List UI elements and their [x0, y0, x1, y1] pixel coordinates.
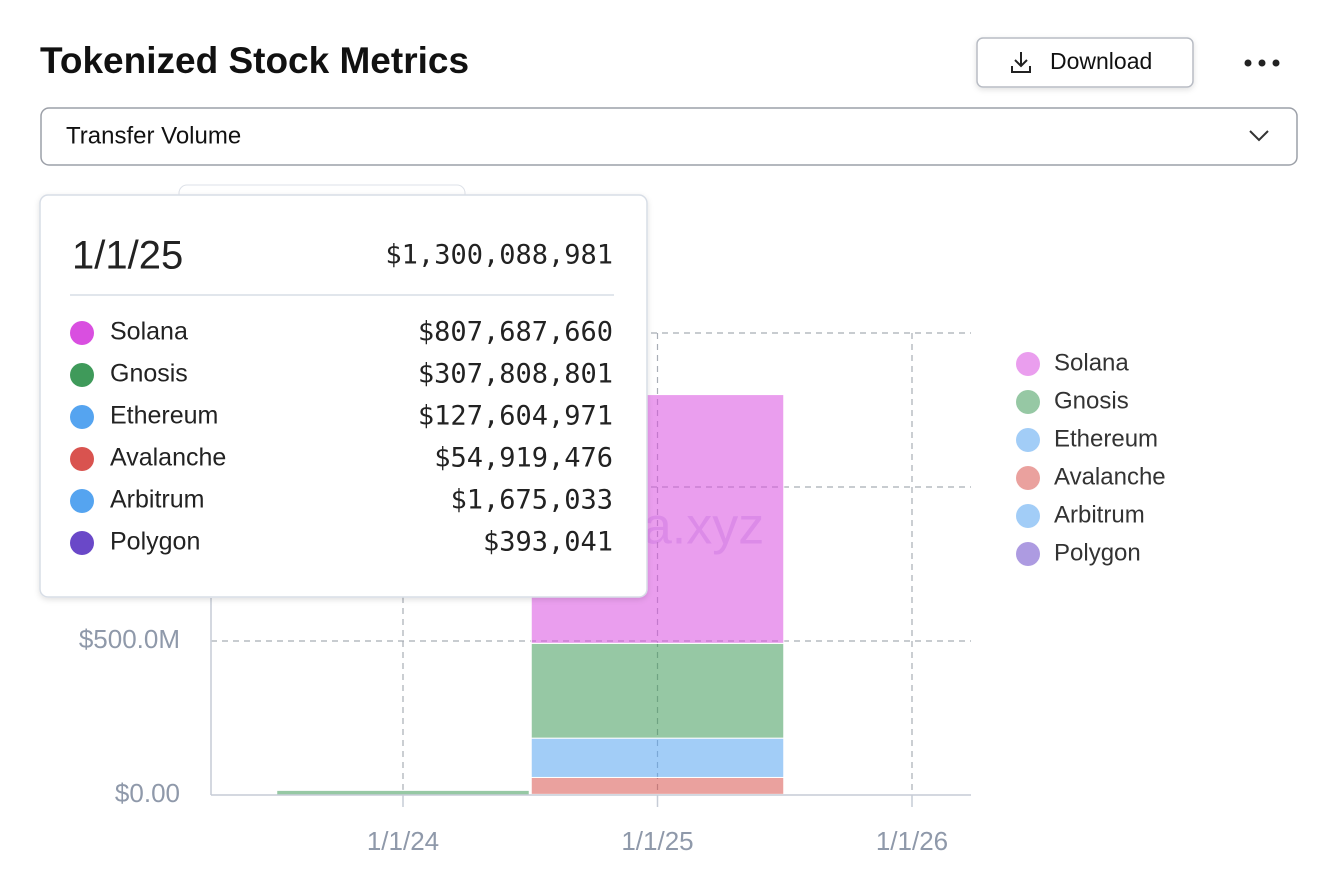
tooltip-value: $54,919,476 — [434, 443, 613, 474]
tooltip-value: $807,687,660 — [418, 317, 613, 348]
title: Tokenized Stock Metrics — [40, 40, 469, 81]
tooltip-value: $1,675,033 — [450, 485, 613, 516]
download-button[interactable]: Download — [976, 37, 1194, 88]
button-frame — [976, 37, 1194, 88]
chevron — [1249, 130, 1269, 142]
legend-label: Ethereum — [1054, 425, 1158, 452]
tooltip-swatch — [70, 531, 94, 555]
legend-label: Gnosis — [1054, 387, 1129, 414]
button-label: Download — [1050, 48, 1152, 74]
legend-swatch — [1016, 542, 1040, 566]
tooltip-series: Gnosis — [110, 360, 188, 388]
tooltip-date: 1/1/25 — [72, 234, 183, 278]
dropdown-value: Transfer Volume — [66, 122, 241, 149]
download-icon — [1011, 52, 1031, 73]
tooltip-value: $307,808,801 — [418, 359, 613, 390]
tooltip-total: $1,300,088,981 — [385, 240, 613, 271]
tooltip-series: Solana — [110, 318, 188, 346]
tooltip-series: Avalanche — [110, 444, 226, 472]
tooltip-series: Arbitrum — [110, 486, 204, 514]
tooltip-swatch — [70, 363, 94, 387]
tooltip: 1/1/25 $1,300,088,981 Solana $807,687,660… — [39, 194, 648, 598]
bar-segment — [530, 737, 785, 778]
legend-swatch — [1016, 428, 1040, 452]
legend-swatch — [1016, 466, 1040, 490]
legend-label: Solana — [1054, 349, 1129, 376]
tooltip-swatch — [70, 489, 94, 513]
legend-swatch — [1016, 352, 1040, 376]
x-tick-label: 1/1/25 — [621, 826, 693, 856]
bar-segment — [530, 642, 785, 739]
dot — [1244, 59, 1252, 67]
legend-swatch — [1016, 390, 1040, 414]
plot: rwa.xyz$0.00$500.0M1/1/241/1/251/1/26Sol… — [79, 332, 1166, 856]
dot — [1258, 59, 1266, 67]
metric-dropdown[interactable]: Transfer Volume — [40, 107, 1298, 166]
more-menu[interactable] — [1244, 59, 1280, 67]
tooltip-value: $393,041 — [483, 527, 613, 558]
y-tick-label: $0.00 — [115, 778, 180, 808]
tooltip-swatch — [70, 405, 94, 429]
x-tick-label: 1/1/26 — [876, 826, 948, 856]
x-tick-label: 1/1/24 — [367, 826, 439, 856]
tooltip-value: $127,604,971 — [418, 401, 613, 432]
legend-label: Avalanche — [1054, 463, 1166, 490]
tooltip-series: Ethereum — [110, 402, 218, 430]
tooltip-swatch — [70, 447, 94, 471]
legend-label: Polygon — [1054, 539, 1141, 566]
legend-swatch — [1016, 504, 1040, 528]
y-tick-label: $500.0M — [79, 624, 180, 654]
legend-label: Arbitrum — [1054, 501, 1145, 528]
tooltip-series: Polygon — [110, 528, 200, 556]
bar-segment — [530, 776, 785, 795]
dot — [1272, 59, 1280, 67]
dropdown-frame — [40, 107, 1298, 166]
tooltip-swatch — [70, 321, 94, 345]
